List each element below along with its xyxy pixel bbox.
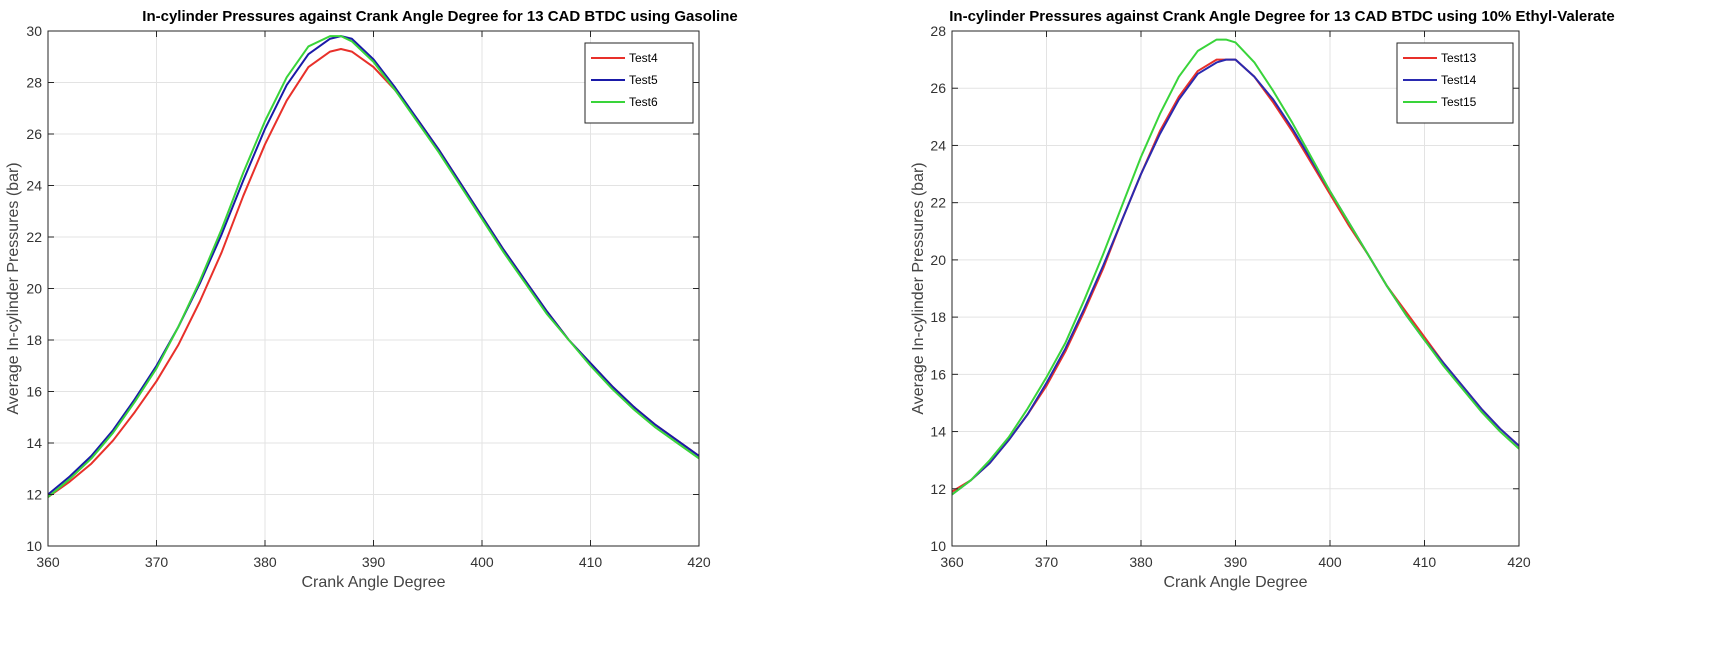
- chart-0-y-axis-label: Average In-cylinder Pressures (bar): [5, 162, 22, 414]
- chart-0-y-tick-label: 12: [26, 487, 42, 503]
- chart-1-legend: Test13 Test14 Test15: [1396, 42, 1514, 124]
- chart-0-y-tick-label: 28: [26, 75, 42, 91]
- chart-0-x-tick-label: 380: [253, 554, 277, 570]
- chart-1-y-tick-label: 10: [930, 538, 946, 554]
- chart-0-y-tick-label: 20: [26, 281, 42, 297]
- chart-1-legend-label-test15: Test15: [1441, 95, 1477, 109]
- chart-1-y-tick-label: 28: [930, 23, 946, 39]
- chart-0-x-tick-label: 390: [362, 554, 386, 570]
- chart-0-y-tick-label: 14: [26, 435, 42, 451]
- chart-0-y-tick-label: 18: [26, 332, 42, 348]
- chart-0-y-tick-label: 30: [26, 23, 42, 39]
- chart-0-y-tick-label: 16: [26, 384, 42, 400]
- chart-1-y-tick-label: 16: [930, 366, 946, 382]
- chart-1-y-tick-label: 12: [930, 481, 946, 497]
- chart-1-y-tick-label: 26: [930, 80, 946, 96]
- chart-1-y-tick-label: 22: [930, 195, 946, 211]
- chart-1-y-tick-label: 18: [930, 309, 946, 325]
- chart-1-y-tick-label: 24: [930, 137, 946, 153]
- chart-ethyl-valerate: 360 370 380 390 400 410 420 10 12 14 16 18 20 22 24 26 2…: [910, 8, 1615, 591]
- chart-0-y-tick-label: 10: [26, 538, 42, 554]
- chart-0-x-tick-label: 370: [145, 554, 169, 570]
- chart-1-series-line-test15: [951, 38, 1520, 496]
- chart-1-y-axis-label: Average In-cylinder Pressures (bar): [910, 162, 927, 414]
- chart-0-x-tick-label: 360: [36, 554, 60, 570]
- chart-0-x-axis-label: Crank Angle Degree: [301, 574, 445, 591]
- chart-0-x-tick-label: 400: [470, 554, 494, 570]
- chart-1-legend-label-test13: Test13: [1441, 51, 1477, 65]
- chart-0-y-tick-label: 24: [26, 178, 42, 194]
- chart-0-series-line-test5: [47, 35, 700, 496]
- chart-0-legend-label-test5: Test5: [629, 73, 658, 87]
- chart-0-legend: Test4 Test5 Test6: [584, 42, 694, 124]
- chart-0-y-tick-label: 26: [26, 126, 42, 142]
- chart-0-legend-label-test4: Test4: [629, 51, 658, 65]
- chart-0-x-tick-label: 420: [687, 554, 711, 570]
- chart-1-legend-label-test14: Test14: [1441, 73, 1477, 87]
- chart-0-title: In-cylinder Pressures against Crank Angl…: [142, 8, 737, 25]
- chart-0-legend-label-test6: Test6: [629, 95, 658, 109]
- chart-0-y-tick-label: 22: [26, 229, 42, 245]
- chart-1-x-tick-label: 420: [1507, 554, 1531, 570]
- chart-0-legend-box: [584, 42, 694, 124]
- chart-1-title: In-cylinder Pressures against Crank Angl…: [949, 8, 1615, 25]
- chart-1-x-tick-label: 410: [1413, 554, 1437, 570]
- chart-panel-ethyl-valerate: 360 370 380 390 400 410 420 10 12 14 16 18 20 22 24 26 2…: [905, 0, 1736, 662]
- chart-panel-gasoline: 360 370 380 390 400 410 420 10 12 14 16 18 20 22 24 26 2…: [5, 8, 738, 591]
- chart-1-legend-box: [1396, 42, 1514, 124]
- chart-1-x-tick-label: 390: [1224, 554, 1248, 570]
- chart-1-x-tick-label: 400: [1318, 554, 1342, 570]
- chart-1-y-tick-label: 20: [930, 252, 946, 268]
- chart-1-x-tick-label: 360: [940, 554, 964, 570]
- chart-gasoline: 360 370 380 390 400 410 420 10 12 14 16 18 20 22 24 26 2…: [5, 8, 738, 591]
- chart-1-x-tick-label: 380: [1129, 554, 1153, 570]
- chart-1-x-axis-label: Crank Angle Degree: [1163, 574, 1307, 591]
- chart-1-y-tick-label: 14: [930, 424, 946, 440]
- chart-1-x-tick-label: 370: [1035, 554, 1059, 570]
- chart-0-x-tick-label: 410: [579, 554, 603, 570]
- chart-0-series-line-test6: [47, 35, 700, 498]
